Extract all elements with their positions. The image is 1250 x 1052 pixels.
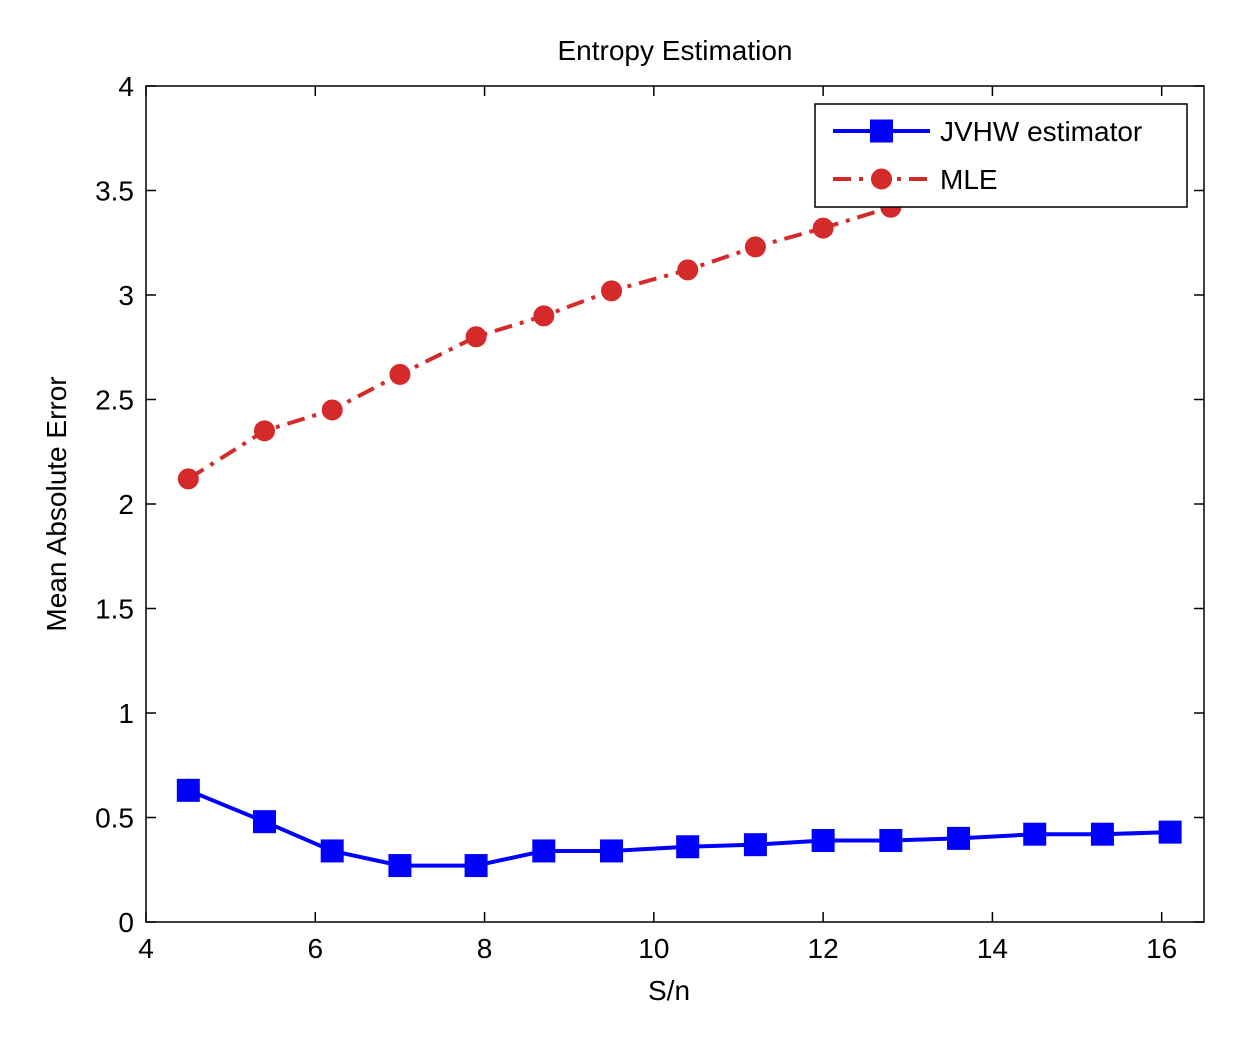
data-point [176, 778, 200, 802]
y-tick-label: 3 [118, 280, 134, 311]
data-point [533, 305, 555, 327]
data-point [464, 854, 488, 878]
x-tick-label: 4 [138, 933, 154, 964]
y-axis-label: Mean Absolute Error [41, 376, 72, 631]
data-point [947, 826, 971, 850]
legend-items: JVHW estimator MLE [833, 116, 1142, 195]
y-tick-label: 0.5 [95, 803, 134, 834]
legend-marker [871, 168, 892, 190]
y-tick-label: 4 [118, 71, 134, 102]
y-tick-label: 2.5 [95, 385, 134, 416]
data-point [465, 326, 487, 348]
data-point [252, 810, 276, 834]
y-tick-label: 1 [118, 698, 134, 729]
data-point [600, 839, 624, 863]
data-point [812, 217, 834, 239]
legend-marker [870, 119, 893, 143]
data-point [879, 828, 903, 852]
data-point [1158, 820, 1182, 844]
data-point [743, 833, 767, 857]
data-point [1090, 822, 1114, 846]
series-0 [176, 778, 1182, 878]
data-point [601, 280, 623, 302]
data-point [811, 828, 835, 852]
x-tick-label: 14 [977, 933, 1008, 964]
data-point [388, 854, 412, 878]
x-tick-label: 6 [307, 933, 323, 964]
data-point [253, 420, 275, 442]
x-tick-label: 16 [1146, 933, 1177, 964]
y-tick-label: 0 [118, 907, 134, 938]
ticks-layer: 4 6 8 10 12 14 16 0 0.5 1 1.5 2 2.5 3 3.5 4 [95, 71, 1204, 964]
plot-area [146, 86, 1204, 922]
data-point [177, 468, 199, 490]
legend: JVHW estimator MLE [814, 103, 1188, 208]
legend-label: JVHW estimator [940, 116, 1142, 147]
x-tick-label: 12 [808, 933, 839, 964]
x-axis-label: S/n [648, 975, 690, 1006]
data-point [744, 236, 766, 258]
data-point [1023, 822, 1047, 846]
data-point [389, 363, 411, 385]
y-tick-label: 2 [118, 489, 134, 520]
x-tick-label: 10 [638, 933, 669, 964]
data-point [676, 835, 700, 859]
legend-label: MLE [940, 164, 998, 195]
data-point [677, 259, 699, 281]
y-tick-label: 3.5 [95, 176, 134, 207]
x-tick-label: 8 [477, 933, 493, 964]
data-point [320, 839, 344, 863]
chart-title: Entropy Estimation [558, 35, 793, 66]
y-tick-label: 1.5 [95, 594, 134, 625]
data-point [321, 399, 343, 421]
data-point [532, 839, 556, 863]
